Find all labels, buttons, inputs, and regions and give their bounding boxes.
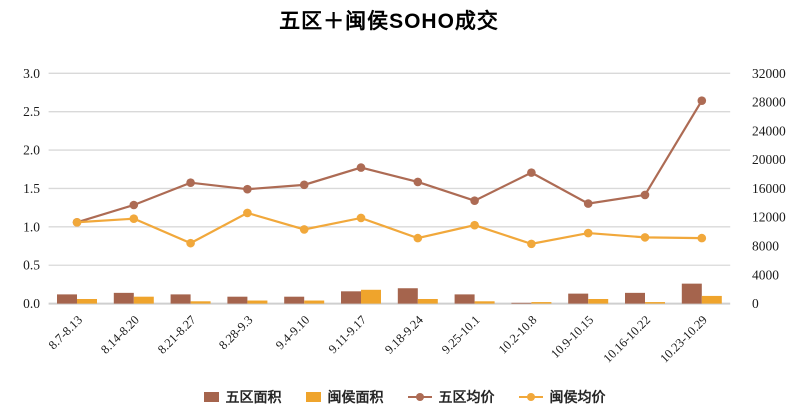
marker-minhou-price <box>640 233 650 242</box>
x-axis-label: 8.28-9.3 <box>216 313 255 352</box>
bar-wuqu-area <box>57 294 77 304</box>
right-axis-tick-label: 0 <box>752 296 759 311</box>
legend-swatch-wuqu-area <box>203 392 219 402</box>
right-axis-tick-label: 32000 <box>752 66 786 81</box>
legend-label-wuqu-area: 五区面积 <box>225 389 282 405</box>
x-axis-label: 10.16-10.22 <box>600 313 653 366</box>
plot-area: 0.0 0.5 1.0 1.5 2.0 2.5 3.0 0 4000 8000 12000 16000… <box>23 66 786 366</box>
x-axis-label: 10.9-10.15 <box>548 313 596 361</box>
marker-wuqu-price <box>243 184 252 194</box>
right-axis-tick-label: 12000 <box>752 210 786 225</box>
right-axis-tick-label: 20000 <box>752 152 786 167</box>
bar-wuqu-area <box>454 294 475 304</box>
marker-wuqu-price <box>583 199 593 208</box>
marker-wuqu-price <box>413 177 423 187</box>
legend-label-minhou-area: 闽侯面积 <box>327 389 384 405</box>
marker-minhou-price <box>470 220 479 230</box>
left-axis-tick-label: 2.0 <box>23 143 40 158</box>
bar-minhou-area <box>701 295 722 304</box>
legend-dot-icon <box>415 393 424 401</box>
bar-wuqu-area <box>681 283 702 304</box>
x-axis-label: 9.4-9.10 <box>273 313 312 352</box>
bar-minhou-area <box>417 298 438 304</box>
left-axis-tick-label: 2.5 <box>23 104 40 119</box>
bar-minhou-area <box>190 301 211 304</box>
x-axis-label: 8.14-8.20 <box>98 313 142 357</box>
bar-wuqu-area <box>397 288 418 304</box>
legend-swatch-minhou-area <box>305 392 321 402</box>
marker-minhou-price <box>697 233 707 243</box>
marker-wuqu-price <box>470 196 479 205</box>
bar-minhou-area <box>531 302 552 304</box>
marker-wuqu-price <box>697 96 707 105</box>
marker-minhou-price <box>413 233 423 243</box>
bar-wuqu-area <box>625 292 645 304</box>
legend-label-wuqu-price: 五区均价 <box>438 389 495 405</box>
legend-item-wuqu-area: 五区面积 <box>203 389 282 405</box>
marker-minhou-price <box>583 228 593 238</box>
legend-item-minhou-area: 闽侯面积 <box>305 389 384 405</box>
right-axis-tick-label: 16000 <box>752 181 786 196</box>
marker-minhou-price <box>186 238 195 248</box>
marker-minhou-price <box>72 217 82 227</box>
marker-wuqu-price <box>640 190 650 200</box>
right-axis-tick-label: 24000 <box>752 123 786 138</box>
x-axis-label: 10.2-10.8 <box>496 313 540 357</box>
legend-swatch-wuqu-price <box>407 392 432 402</box>
marker-minhou-price <box>356 213 366 223</box>
legend-dot-icon <box>526 393 535 401</box>
x-axis-label: 8.7-8.13 <box>46 313 85 352</box>
bar-minhou-area <box>77 298 97 304</box>
marker-wuqu-price <box>356 163 366 172</box>
legend-item-wuqu-price: 五区均价 <box>407 389 495 405</box>
chart-title: 五区＋闽侯SOHO成交 <box>279 10 499 33</box>
legend-item-minhou-price: 闽侯均价 <box>518 389 606 405</box>
legend-swatch-minhou-price <box>518 392 543 402</box>
marker-wuqu-price <box>299 180 309 190</box>
right-axis-tick-label: 28000 <box>752 95 786 110</box>
bar-minhou-area <box>645 302 665 304</box>
bar-wuqu-area <box>284 296 305 304</box>
marker-minhou-price <box>299 225 309 234</box>
marker-wuqu-price <box>129 200 139 210</box>
marker-wuqu-price <box>186 178 195 187</box>
bar-minhou-area <box>304 300 325 304</box>
marker-minhou-price <box>527 239 536 249</box>
marker-wuqu-price <box>527 168 536 177</box>
bar-wuqu-area <box>568 293 589 304</box>
x-axis-label: 8.21-8.27 <box>155 313 199 357</box>
bar-wuqu-area <box>227 296 248 304</box>
legend: 五区面积 闽侯面积 五区均价 闽侯均价 <box>0 388 809 406</box>
left-axis-tick-label: 0.5 <box>23 258 40 273</box>
bar-minhou-area <box>474 301 495 304</box>
bar-wuqu-area <box>113 292 134 304</box>
line-wuqu-price <box>76 100 703 224</box>
x-axis-label: 10.23-10.29 <box>657 313 710 366</box>
line-minhou-price <box>76 211 702 245</box>
x-axis-label: 9.18-9.24 <box>382 312 426 356</box>
x-axis-label: 9.11-9.17 <box>326 313 369 356</box>
right-axis-tick-label: 8000 <box>752 239 779 254</box>
bar-minhou-area <box>361 289 381 304</box>
bar-wuqu-area <box>511 302 532 304</box>
left-axis-tick-label: 1.0 <box>23 219 40 234</box>
bar-wuqu-area <box>341 291 361 304</box>
left-axis-tick-label: 0.0 <box>23 296 40 311</box>
left-axis-tick-label: 3.0 <box>23 66 40 81</box>
marker-minhou-price <box>129 214 139 223</box>
bar-minhou-area <box>133 296 154 304</box>
right-axis-tick-label: 4000 <box>752 267 779 282</box>
x-axis-label: 9.25-10.1 <box>439 313 483 357</box>
bar-wuqu-area <box>170 294 191 304</box>
bar-minhou-area <box>247 300 268 304</box>
marker-minhou-price <box>243 208 252 218</box>
left-axis-tick-label: 1.5 <box>23 181 40 196</box>
bar-minhou-area <box>588 298 609 304</box>
legend-label-minhou-price: 闽侯均价 <box>549 389 606 405</box>
